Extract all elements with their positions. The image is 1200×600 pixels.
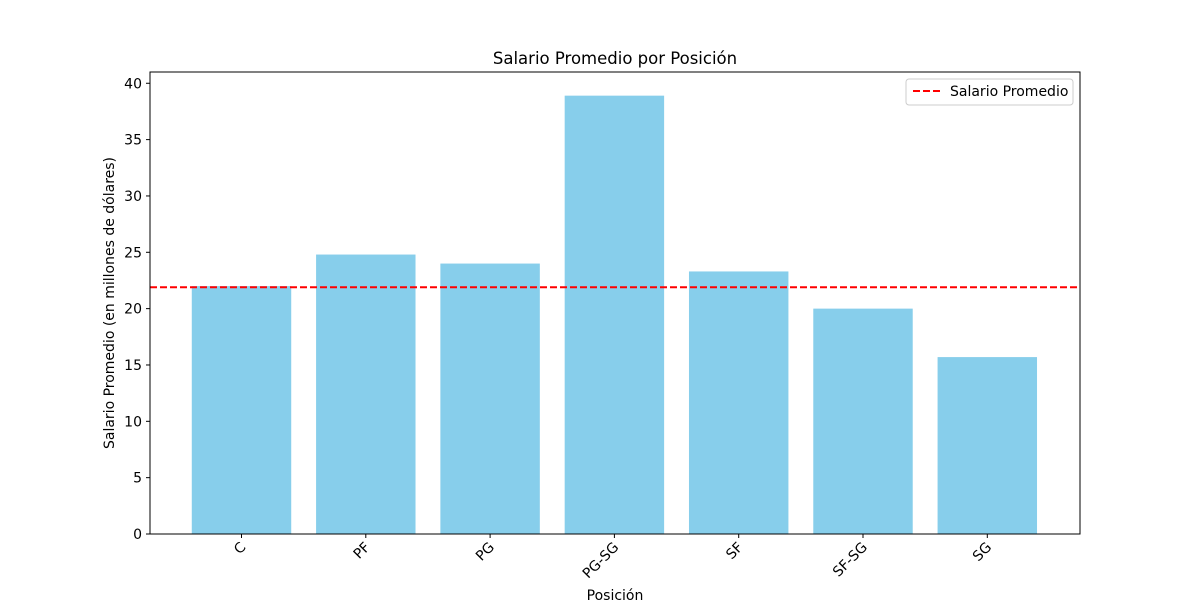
x-tick-label: SF xyxy=(723,540,746,563)
x-tick-label: SG xyxy=(970,540,995,565)
x-tick-label: PG-SG xyxy=(580,540,622,582)
chart-title: Salario Promedio por Posición xyxy=(493,49,737,68)
bar-pg-sg xyxy=(564,95,665,534)
y-tick-label: 25 xyxy=(124,245,142,261)
legend: Salario Promedio xyxy=(905,78,1074,106)
x-tick-label: PG xyxy=(473,540,498,565)
x-tick-label: C xyxy=(231,539,249,557)
y-tick-label: 20 xyxy=(124,302,142,318)
bar-pf xyxy=(316,254,416,535)
plot-frame xyxy=(149,71,1081,535)
y-tick-label: 30 xyxy=(124,189,142,205)
bar-c xyxy=(191,286,292,534)
legend-box xyxy=(905,78,1074,106)
legend-entry-label: Salario Promedio xyxy=(950,84,1068,100)
x-tick-label: SF-SG xyxy=(830,540,871,581)
x-tick-label: PF xyxy=(351,540,374,563)
bar-pg xyxy=(440,263,540,534)
bars-group xyxy=(191,95,1038,535)
y-axis: 0 5 10 15 20 25 30 35 40 xyxy=(124,76,150,543)
bar-sf-sg xyxy=(813,308,913,534)
x-axis-label: Posición xyxy=(587,588,644,600)
y-tick-label: 0 xyxy=(133,527,142,543)
bar-sg xyxy=(937,357,1038,534)
y-tick-label: 35 xyxy=(124,133,142,149)
y-tick-label: 10 xyxy=(124,414,142,430)
y-tick-label: 15 xyxy=(124,358,142,374)
y-tick-label: 5 xyxy=(133,471,142,487)
bar-sf xyxy=(688,271,789,534)
x-axis: C PF PG PG-SG SF SF-SG SG xyxy=(231,534,995,582)
y-tick-label: 40 xyxy=(124,76,142,92)
y-axis-label: Salario Promedio (en millones de dólares… xyxy=(102,157,118,449)
